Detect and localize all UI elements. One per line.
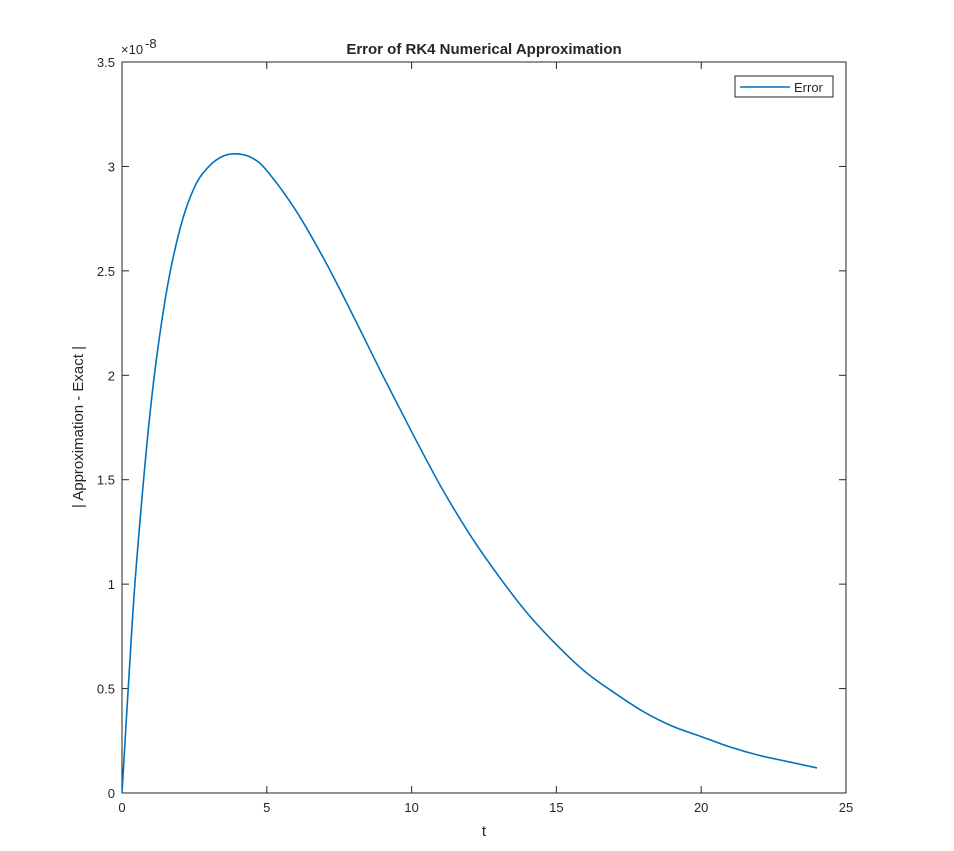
series-layer <box>122 152 818 793</box>
y-multiplier-exponent: -8 <box>145 36 157 51</box>
y-tick-label: 1 <box>108 577 115 592</box>
y-multiplier-base: ×10 <box>121 42 143 57</box>
x-axis-label: t <box>482 823 487 840</box>
y-tick-label: 0 <box>108 786 115 801</box>
y-tick-label: 0.5 <box>97 682 115 697</box>
axis-ticks <box>121 61 847 794</box>
y-tick-label: 3.5 <box>97 55 115 70</box>
axes-box <box>121 61 847 794</box>
x-tick-label: 25 <box>839 800 853 815</box>
y-tick-label: 3 <box>108 159 115 174</box>
y-tick-label: 2 <box>108 368 115 383</box>
y-axis-multiplier: ×10 -8 <box>121 36 157 57</box>
x-tick-label: 15 <box>549 800 563 815</box>
y-tick-label: 2.5 <box>97 264 115 279</box>
x-tick-label: 0 <box>118 800 125 815</box>
y-tick-label: 1.5 <box>97 473 115 488</box>
legend[interactable]: Error <box>734 75 834 98</box>
x-tick-label: 10 <box>404 800 418 815</box>
x-tick-label: 5 <box>263 800 270 815</box>
legend-label-error: Error <box>794 80 824 95</box>
series-line-error <box>122 152 818 793</box>
y-axis-label: | Approximation - Exact | <box>70 346 87 508</box>
x-tick-label: 20 <box>694 800 708 815</box>
axis-tick-labels: 0 5 10 15 20 25 0 0.5 1 1.5 2 2.5 3 3.5 <box>97 55 853 815</box>
chart-title: Error of RK4 Numerical Approximation <box>346 41 621 58</box>
